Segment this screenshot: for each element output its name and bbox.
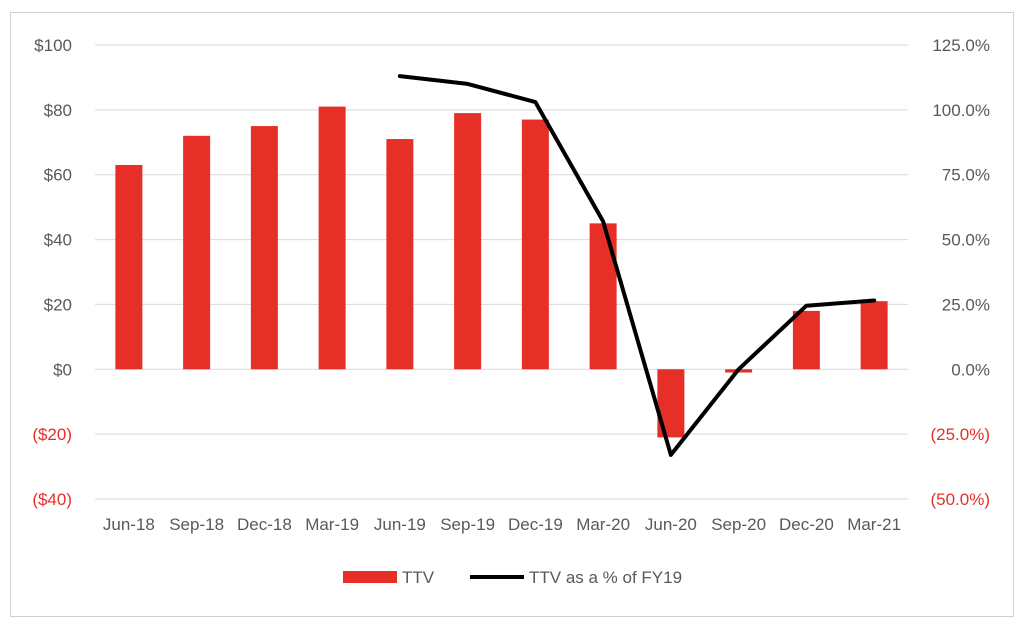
x-tick-label: Dec-18: [237, 515, 292, 534]
right-tick-label: 0.0%: [951, 360, 990, 379]
bar-Jun-18: [115, 164, 143, 370]
right-tick-label: 25.0%: [942, 295, 990, 314]
right-tick-label: (25.0%): [930, 425, 990, 444]
legend: TTV TTV as a % of FY19: [343, 568, 682, 587]
bar-Dec-18: [250, 126, 278, 370]
left-tick-label: ($40): [32, 490, 72, 509]
x-tick-label: Dec-19: [508, 515, 563, 534]
line-ttv-pct: [397, 74, 877, 457]
left-tick-label: ($20): [32, 425, 72, 444]
x-tick-label: Sep-19: [440, 515, 495, 534]
right-tick-label: 75.0%: [942, 166, 990, 185]
right-tick-label: 100.0%: [932, 101, 990, 120]
x-tick-label: Jun-18: [103, 515, 155, 534]
bar-Mar-19: [318, 106, 346, 370]
left-tick-label: $80: [44, 101, 72, 120]
x-tick-label: Dec-20: [779, 515, 834, 534]
left-axis-labels: $100 $80 $60 $40 $20 $0 ($20) ($40): [32, 36, 72, 509]
right-axis-labels: 125.0% 100.0% 75.0% 50.0% 25.0% 0.0% (25.0%) (5…: [930, 36, 990, 509]
x-tick-label: Mar-19: [305, 515, 359, 534]
x-tick-label: Mar-21: [847, 515, 901, 534]
bar-Mar-21: [860, 301, 888, 370]
left-tick-label: $100: [34, 36, 72, 55]
right-tick-label: (50.0%): [930, 490, 990, 509]
bar-Mar-20: [589, 223, 617, 370]
gridlines: [95, 44, 908, 500]
x-axis-labels: Jun-18 Sep-18 Dec-18 Mar-19 Jun-19 Sep-19 Dec-…: [103, 515, 901, 534]
left-tick-label: $60: [44, 166, 72, 185]
chart-frame: [10, 12, 1014, 617]
legend-label-ttv: TTV: [402, 568, 435, 587]
x-tick-label: Sep-18: [169, 515, 224, 534]
bar-Sep-18: [183, 135, 211, 370]
bar-Jun-19: [386, 139, 414, 370]
legend-swatch-ttv: [343, 571, 397, 583]
left-tick-label: $40: [44, 231, 72, 250]
x-tick-label: Jun-20: [645, 515, 697, 534]
line-series-ttv-pct: [397, 74, 877, 457]
right-tick-label: 125.0%: [932, 36, 990, 55]
bar-Dec-19: [521, 119, 549, 370]
bar-series-ttv: [115, 106, 888, 438]
right-tick-label: 50.0%: [942, 231, 990, 250]
bar-Sep-19: [454, 113, 482, 370]
x-tick-label: Sep-20: [711, 515, 766, 534]
bar-Dec-20: [792, 310, 820, 370]
left-tick-label: $0: [53, 360, 72, 379]
x-tick-label: Jun-19: [374, 515, 426, 534]
x-tick-label: Mar-20: [576, 515, 630, 534]
left-tick-label: $20: [44, 295, 72, 314]
legend-label-ttv-pct: TTV as a % of FY19: [529, 568, 682, 587]
